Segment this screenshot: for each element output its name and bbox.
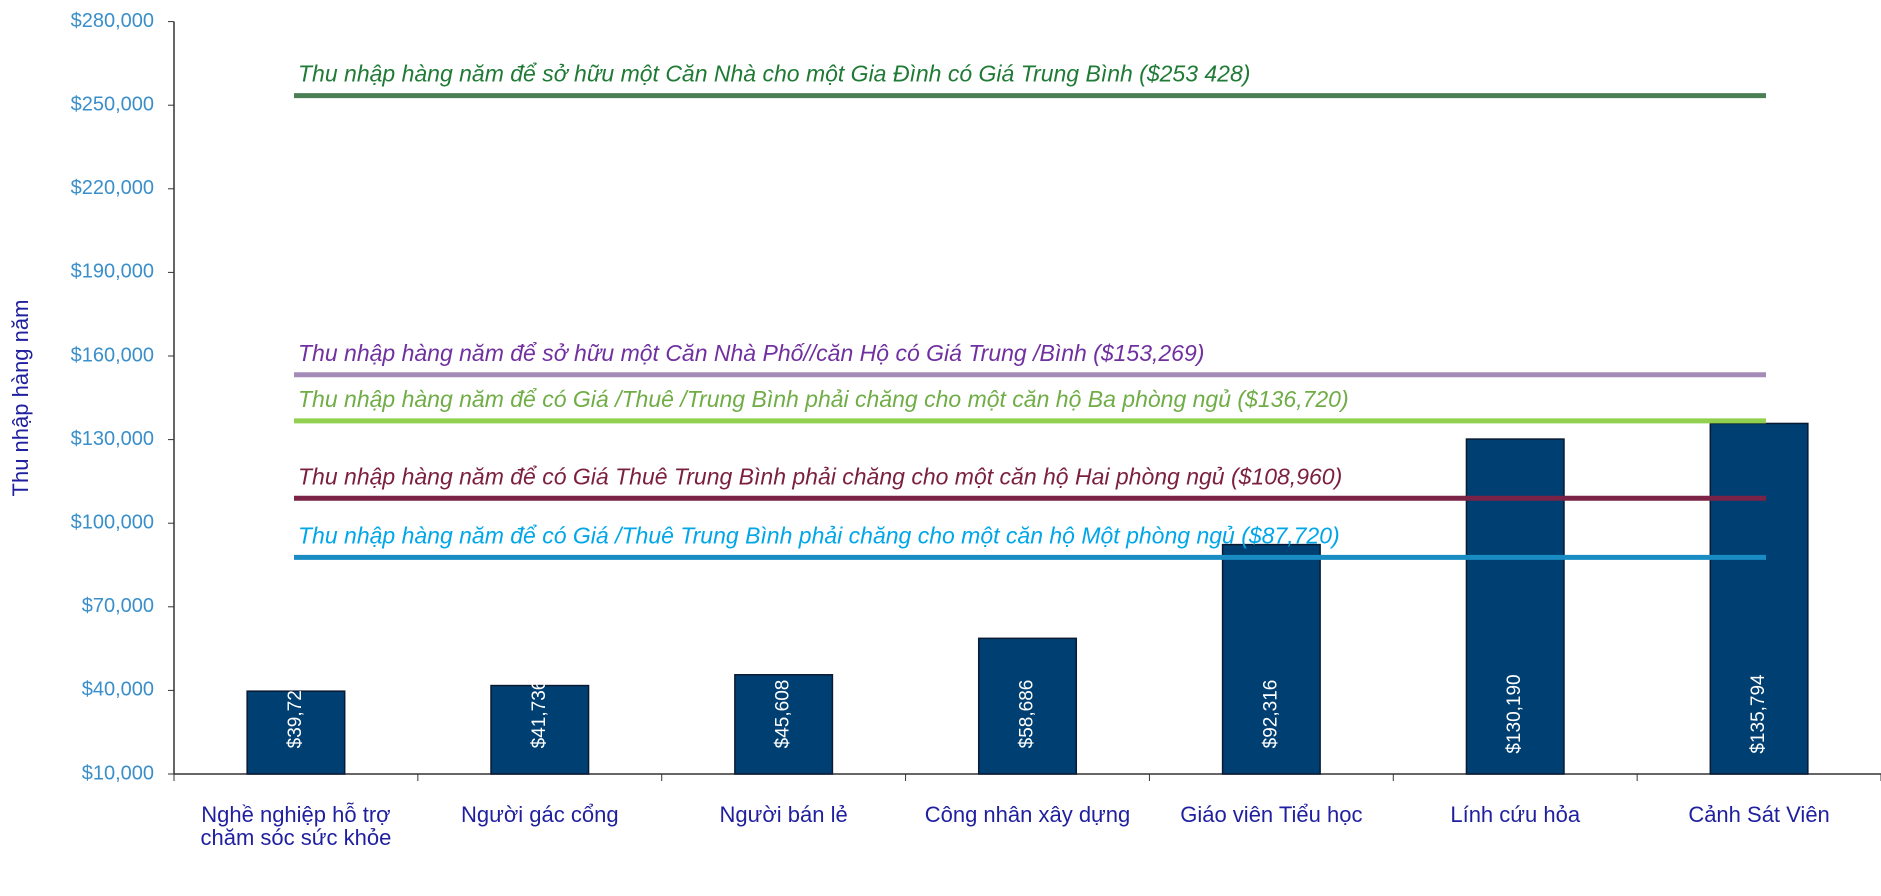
bar <box>977 637 1078 775</box>
bar <box>1221 543 1321 775</box>
bar <box>734 674 834 775</box>
x-tick-label: Công nhân xây dựng <box>924 802 1131 827</box>
y-tick-label: $70,000 <box>82 595 154 617</box>
bar-value-label: $41,736 <box>529 680 550 749</box>
reference-label: Thu nhập hàng năm để sở hữu một Căn Nhà … <box>298 340 1204 366</box>
bar-value-label: $130,190 <box>1504 674 1525 753</box>
y-tick-label: $250,000 <box>71 93 154 115</box>
bar-value-label: $92,316 <box>1260 680 1281 749</box>
x-tick-label: Lính cứu hỏa <box>1450 802 1581 827</box>
y-tick-label: $40,000 <box>82 679 154 701</box>
y-tick-label: $10,000 <box>82 762 154 784</box>
x-tick-label: Cảnh Sát Viên <box>1688 802 1830 827</box>
x-tick-label: Người bán lẻ <box>719 802 848 827</box>
reference-label: Thu nhập hàng năm để sở hữu một Căn Nhà … <box>298 61 1250 87</box>
bar-value-label: $58,686 <box>1017 680 1038 749</box>
bar <box>1465 438 1565 775</box>
bar-value-label: $39,726 <box>285 680 306 749</box>
y-tick-label: $280,000 <box>71 10 154 32</box>
reference-label: Thu nhập hàng năm để có Giá Thuê Trung B… <box>298 463 1342 489</box>
bar-value-label: $45,608 <box>773 680 794 749</box>
y-tick-label: $100,000 <box>71 511 154 533</box>
y-tick-label: $160,000 <box>71 344 154 366</box>
bar <box>490 684 590 775</box>
y-axis-label: Thu nhập hàng năm <box>8 300 33 497</box>
reference-label: Thu nhập hàng năm để có Giá /Thuê /Trung… <box>298 386 1349 412</box>
bar-value-label: $135,794 <box>1748 674 1769 754</box>
y-tick-label: $220,000 <box>71 177 154 199</box>
bar <box>246 690 346 775</box>
bar <box>1709 422 1809 775</box>
y-tick-label: $130,000 <box>71 428 154 450</box>
x-tick-label: Người gác cổng <box>460 802 619 827</box>
reference-label: Thu nhập hàng năm để có Giá /Thuê Trung … <box>298 522 1340 548</box>
x-tick-label: Giáo viên Tiểu học <box>1180 802 1363 827</box>
x-tick-label: Nghề nghiệp hỗ trợ chăm sóc sức khỏe <box>200 802 392 850</box>
y-tick-label: $190,000 <box>71 261 154 283</box>
